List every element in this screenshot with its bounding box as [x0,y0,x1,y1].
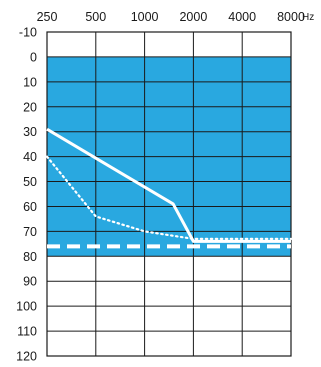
x-tick-label-8000: 8000 [277,10,305,24]
plot-border [46,31,292,357]
x-tick-label-2000: 2000 [179,10,207,24]
y-tick-label-0: 0 [30,50,37,64]
x-tick-labels: 250 500 1000 2000 4000 8000 [37,10,305,24]
y-tick-label-70: 70 [23,225,37,239]
y-tick-label-40: 40 [23,150,37,164]
y-tick-label-30: 30 [23,125,37,139]
x-unit-label: Hz [302,12,314,23]
y-tick-label-120: 120 [16,350,37,364]
y-tick-label-110: 110 [17,325,37,339]
y-tick-label-60: 60 [23,200,37,214]
y-tick-label-80: 80 [23,250,37,264]
series-group [45,127,293,249]
y-tick-label-10: 10 [23,75,37,89]
x-tick-label-250: 250 [37,10,58,24]
series-line-dotted [45,155,293,240]
y-tick-label-90: 90 [23,275,37,289]
y-tick-label-20: 20 [23,100,37,114]
series-line-solid [46,127,291,243]
x-tick-label-500: 500 [85,10,106,24]
y-tick-label--10: -10 [19,26,37,40]
x-tick-label-1000: 1000 [131,10,159,24]
x-tick-label-4000: 4000 [228,10,256,24]
y-tick-label-50: 50 [23,175,37,189]
y-tick-label-100: 100 [16,300,37,314]
grid-lines [46,31,292,357]
y-tick-labels: -10 0 10 20 30 40 50 60 70 80 90 100 110 120 [16,26,37,364]
